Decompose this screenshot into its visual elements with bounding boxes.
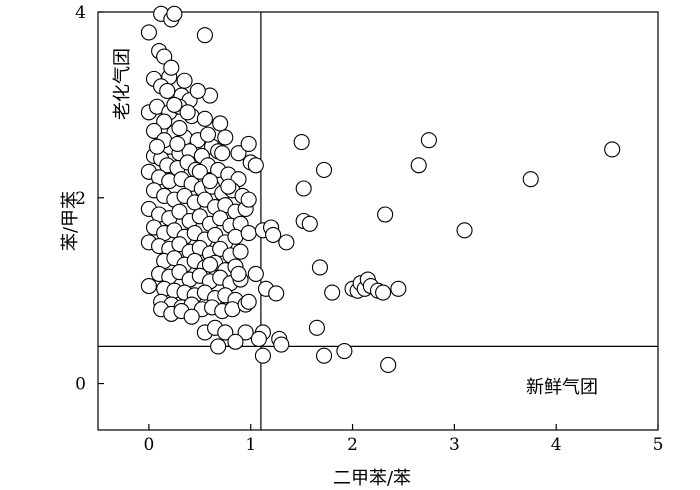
data-point (377, 206, 394, 223)
x-tick-label: 5 (653, 435, 664, 455)
data-point (171, 120, 188, 137)
data-point (220, 178, 237, 195)
data-point (390, 280, 407, 297)
data-point (140, 277, 157, 295)
x-tick-label: 3 (449, 435, 460, 455)
y-tick-label: 4 (75, 3, 86, 23)
y-tick-label: 2 (75, 189, 86, 209)
data-point (456, 222, 473, 239)
data-point (247, 265, 264, 282)
plot-frame (97, 11, 659, 431)
x-axis-label: 二甲苯/苯 (333, 468, 411, 489)
data-point (273, 336, 290, 353)
data-point (336, 342, 353, 360)
data-point (196, 110, 213, 127)
data-point (179, 104, 196, 121)
data-point (240, 191, 257, 208)
data-point (166, 96, 183, 113)
data-point (604, 141, 621, 158)
data-point (420, 132, 437, 149)
data-point (308, 319, 325, 336)
data-point (237, 324, 254, 341)
data-point (293, 133, 310, 151)
data-point (522, 171, 539, 188)
data-point (217, 324, 234, 341)
x-tick-label: 1 (245, 435, 256, 455)
data-point (265, 226, 282, 243)
data-point (183, 308, 200, 325)
data-point (217, 129, 234, 146)
data-point (240, 293, 257, 310)
data-point (169, 135, 186, 152)
data-point (375, 284, 392, 301)
data-point (145, 122, 163, 139)
data-point (230, 265, 247, 282)
data-point (410, 157, 427, 174)
data-point (380, 356, 397, 374)
data-point (295, 180, 312, 197)
data-point (315, 347, 333, 364)
data-point (196, 27, 213, 44)
data-point (240, 225, 257, 242)
axis-ticks: 0 1 2 3 4 5 0 2 4 (75, 3, 663, 455)
data-point (268, 285, 285, 302)
data-point (214, 145, 231, 162)
data-point (278, 234, 295, 251)
data-point (210, 338, 227, 355)
data-point (232, 243, 249, 260)
x-tick-label: 2 (347, 435, 358, 455)
data-points (140, 5, 621, 374)
data-point (140, 24, 157, 41)
data-point (247, 157, 264, 174)
y-axis-label: 苯/甲苯 (60, 191, 81, 251)
data-point (191, 163, 208, 180)
data-point (201, 173, 219, 190)
data-point (212, 115, 229, 132)
region-label-fresh-air: 新鲜气团 (526, 377, 598, 398)
data-point (250, 330, 267, 348)
x-tick-label: 4 (551, 435, 562, 455)
data-point (311, 259, 329, 276)
data-point (166, 5, 183, 22)
data-point (227, 333, 244, 350)
data-point (156, 113, 173, 130)
y-tick-label: 0 (75, 375, 86, 395)
data-point (227, 228, 244, 245)
data-point (315, 161, 333, 178)
data-point (230, 145, 247, 162)
data-point (201, 256, 219, 273)
data-point (163, 59, 180, 76)
data-point (159, 82, 176, 100)
data-point (199, 126, 217, 143)
data-point (189, 82, 206, 100)
region-label-aged-air: 老化气团 (112, 48, 133, 120)
x-tick-label: 0 (143, 435, 154, 455)
data-point (176, 72, 193, 89)
data-point (324, 284, 341, 301)
data-point (254, 347, 271, 364)
data-point (301, 215, 318, 232)
data-point (149, 138, 166, 155)
data-point (240, 135, 257, 152)
data-point (171, 203, 188, 220)
